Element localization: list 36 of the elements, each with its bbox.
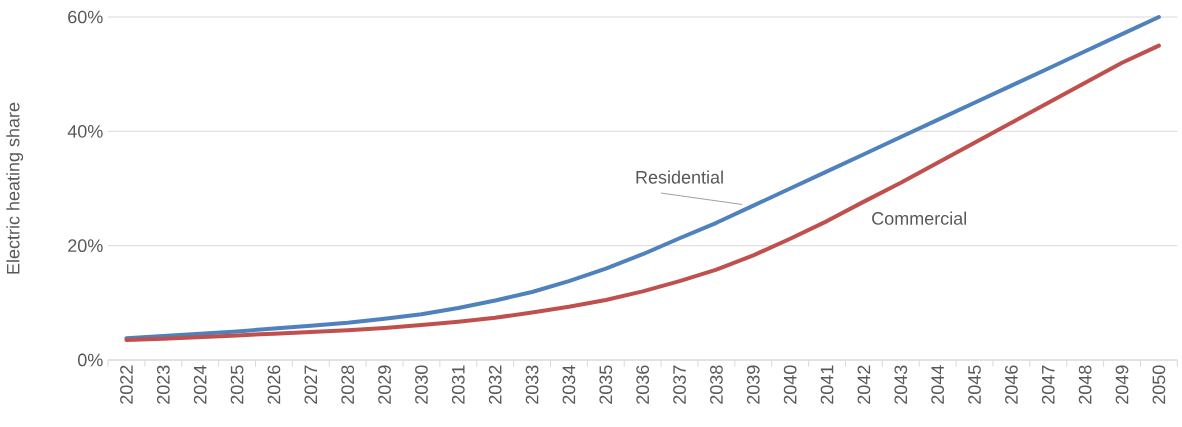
x-tick-label: 2025 xyxy=(230,365,244,404)
x-tick-label: 2038 xyxy=(710,365,723,404)
x-tick-label: 2027 xyxy=(304,365,318,404)
x-tick-label: 2044 xyxy=(931,365,945,404)
x-tick-label: 2046 xyxy=(1005,365,1018,404)
x-tick-label: 2049 xyxy=(1115,365,1129,404)
x-tick-label: 2048 xyxy=(1078,365,1092,404)
x-tick-label: 2036 xyxy=(636,365,650,404)
x-tick-label: 2029 xyxy=(378,365,391,404)
x-tick-label: 2050 xyxy=(1152,365,1166,404)
x-tick-label: 2034 xyxy=(562,365,576,404)
x-tick-label: 2035 xyxy=(599,365,613,404)
y-tick-label: 40% xyxy=(67,124,103,138)
y-tick-label: 20% xyxy=(68,239,103,253)
x-tick-label: 2040 xyxy=(783,365,797,404)
x-tick-label: 2032 xyxy=(488,365,502,404)
y-tick-label: 0% xyxy=(78,353,103,367)
x-tick-label: 2022 xyxy=(120,365,133,404)
x-tick-label: 2042 xyxy=(857,365,871,404)
series-label: Commercial xyxy=(872,211,967,225)
y-tick-label: 60% xyxy=(68,10,103,24)
x-tick-label: 2037 xyxy=(673,365,686,404)
y-axis-title: Electric heating share xyxy=(6,102,24,274)
x-tick-label: 2033 xyxy=(525,365,539,404)
x-tick-label: 2045 xyxy=(968,365,981,404)
x-tick-label: 2024 xyxy=(193,365,207,404)
series-label: Residential xyxy=(636,170,723,184)
x-tick-label: 2039 xyxy=(746,365,760,404)
x-tick-label: 2041 xyxy=(820,365,834,404)
x-tick-label: 2028 xyxy=(341,365,355,404)
x-tick-label: 2031 xyxy=(451,365,465,404)
x-tick-label: 2026 xyxy=(267,365,281,404)
x-tick-label: 2043 xyxy=(894,365,908,404)
x-tick-label: 2030 xyxy=(415,365,428,404)
x-tick-label: 2023 xyxy=(156,365,170,404)
x-tick-label: 2047 xyxy=(1041,365,1055,404)
